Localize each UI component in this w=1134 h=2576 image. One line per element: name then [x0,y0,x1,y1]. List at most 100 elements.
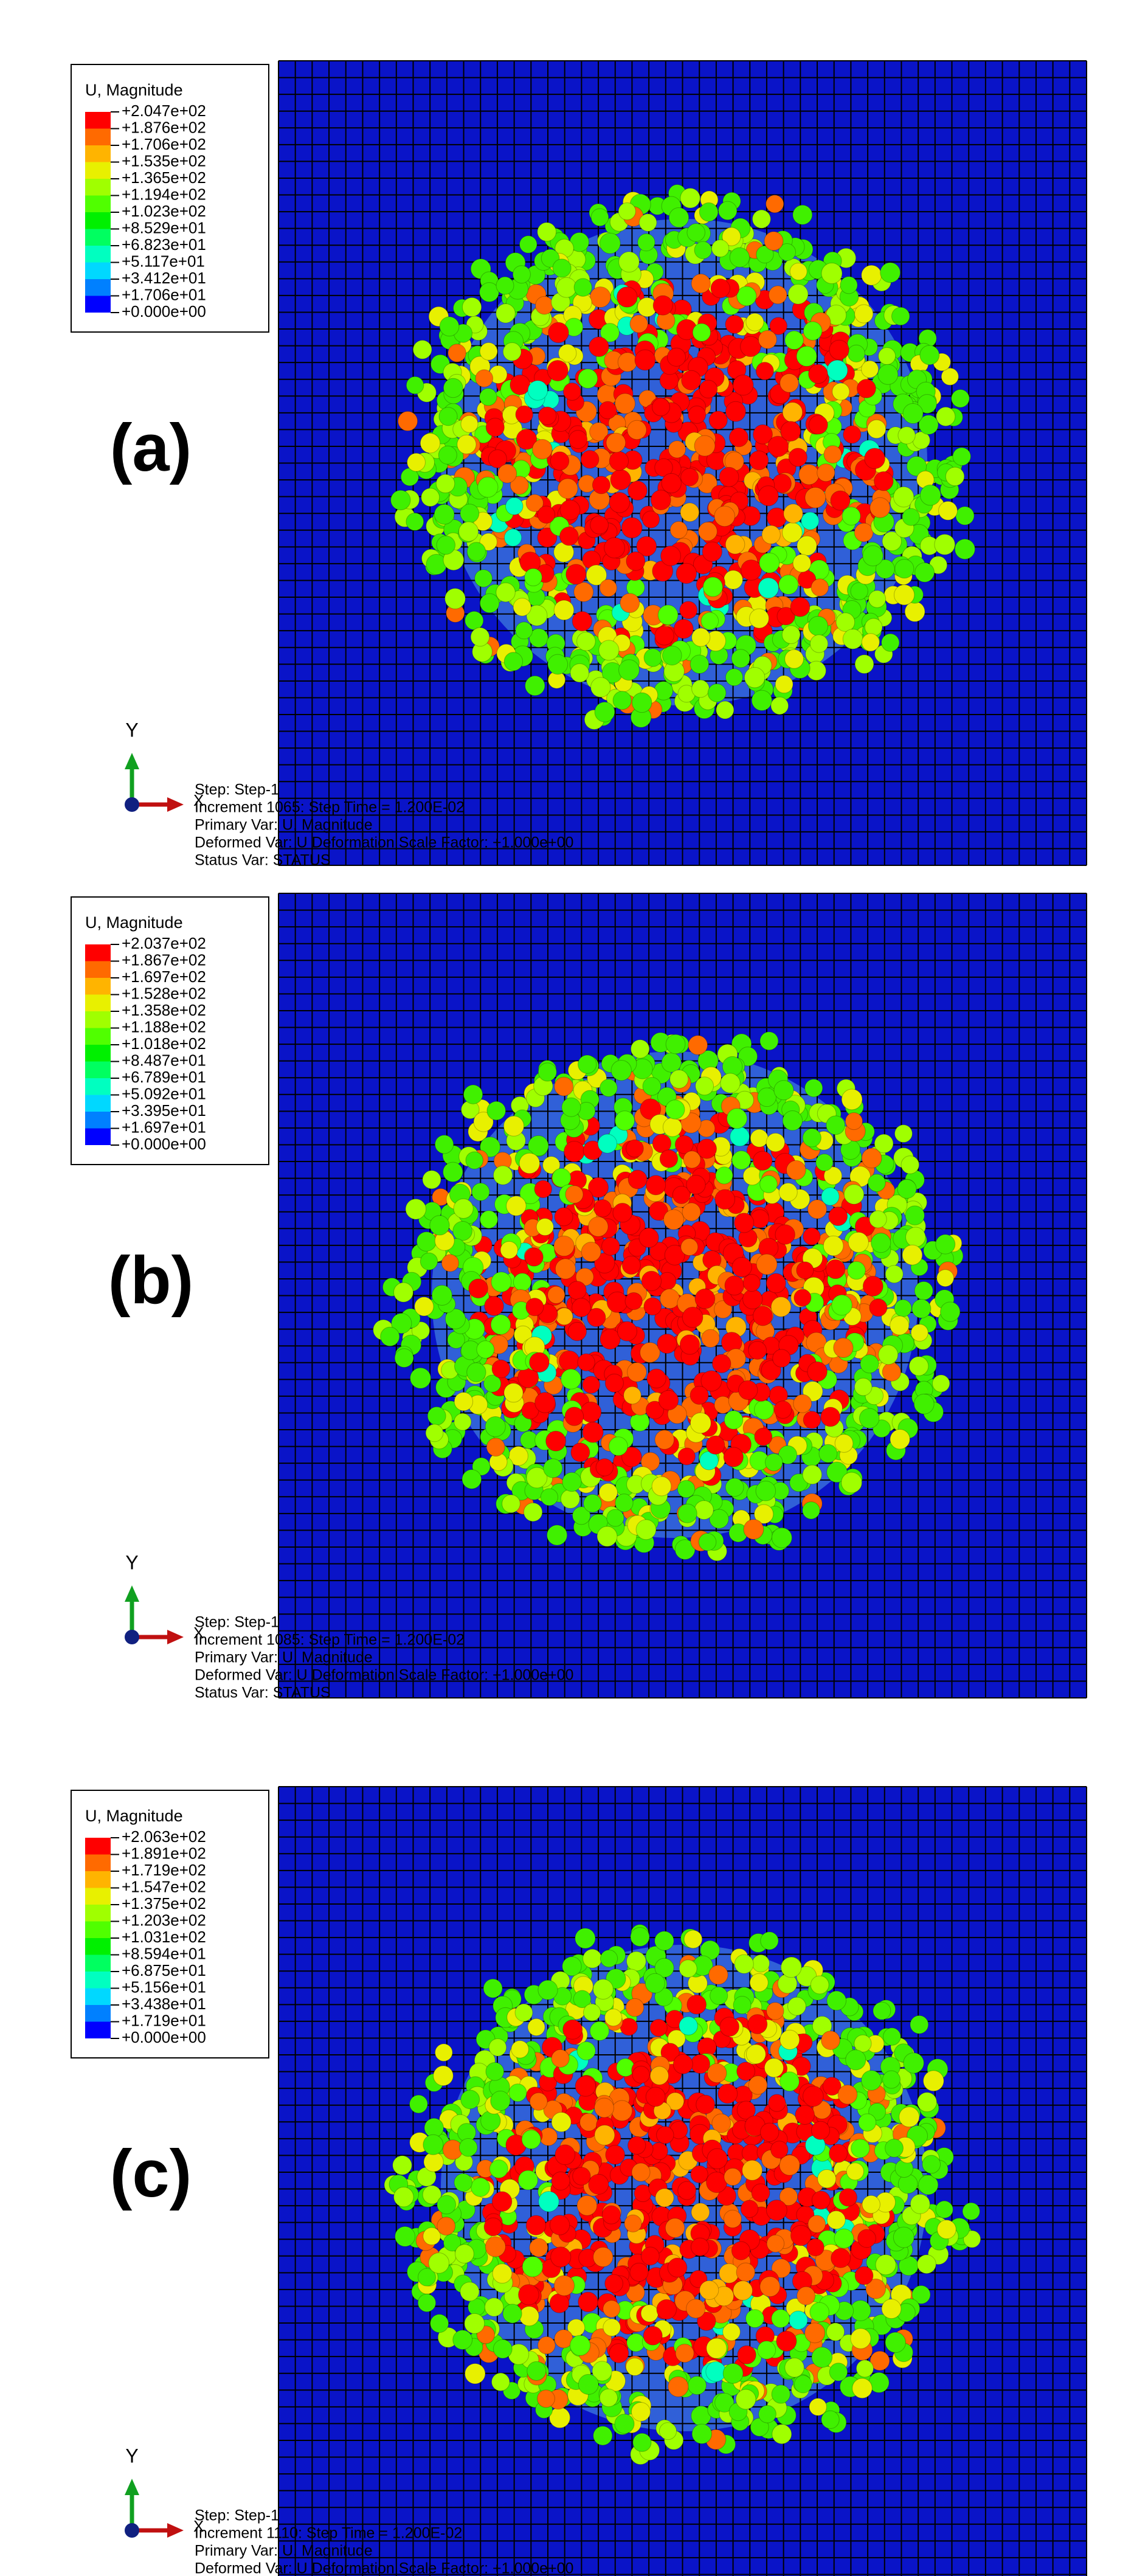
particle [588,1177,609,1198]
particle [525,1298,544,1317]
particle [841,1472,862,1494]
particle [725,668,744,687]
particle [646,1175,666,1196]
info-line: Step: Step-1 [195,2507,279,2524]
legend-value: +1.719e+02 [122,1861,206,1879]
particle [733,1996,752,2015]
particle [764,231,784,251]
particle [759,1031,779,1051]
particle [525,494,544,512]
particle [807,2215,826,2234]
particle [465,2363,486,2384]
particle [513,1273,532,1292]
particle [453,1198,474,1219]
particle [869,1298,888,1317]
particle [538,406,557,425]
particle [503,652,524,671]
particle [936,406,956,427]
particle [527,2361,547,2381]
particle [547,360,569,381]
particle [669,1069,689,1089]
particle [784,649,804,669]
particle [454,1391,474,1411]
particle [496,582,516,603]
particle [549,2215,570,2235]
particle [759,2122,780,2142]
particle [914,1281,933,1301]
particle [503,528,522,547]
particle [576,631,596,651]
particle [809,2302,829,2322]
legend-band [85,2021,111,2038]
legend-value: +5.156e+01 [122,1978,206,1996]
particle [701,1329,720,1348]
particle [480,2110,501,2131]
triad-y-label: Y [125,2445,138,2467]
particle [474,569,493,588]
particle [766,195,784,213]
particle [628,1169,648,1189]
particle [817,2169,837,2189]
particle [553,2275,575,2296]
legend-value: +1.375e+02 [122,1894,206,1913]
particle [843,425,862,444]
particle [679,1334,700,1355]
particle [745,313,764,331]
particle [738,1047,758,1067]
particle [407,452,426,472]
particle [699,202,719,222]
particle [910,2015,929,2034]
particle [560,1489,580,1509]
particle [598,640,620,661]
particle [491,2191,513,2212]
particle [780,2029,800,2050]
particle [528,1135,549,1157]
particle [427,1406,446,1425]
legend-value: +1.697e+01 [122,1118,206,1136]
particle [600,323,620,342]
particle [910,1323,928,1342]
particle [724,1410,744,1430]
particle [623,1386,641,1405]
particle [867,1174,886,1193]
particle [724,1275,745,1296]
particle [786,1160,806,1180]
particle [628,480,648,500]
particle [861,1148,882,1169]
particle [719,466,739,487]
legend-value: +6.789e+01 [122,1068,206,1086]
particle [756,1253,778,1275]
legend-value: +1.891e+02 [122,1844,206,1862]
particle [732,374,754,396]
particle [838,2188,857,2207]
particle [725,314,744,334]
particle [458,2138,478,2157]
particle [606,432,626,453]
particle [406,376,424,395]
particle [654,626,674,646]
particle [690,2237,710,2257]
particle [723,1447,744,1467]
particle [705,1435,725,1455]
particle [525,2215,547,2235]
particle [767,435,789,457]
particle [753,1504,774,1524]
particle [490,2090,511,2111]
particle [496,276,514,295]
particle [677,1447,696,1466]
particle [502,1494,520,1514]
particle [778,1445,798,1465]
legend-value: +1.194e+02 [122,185,206,203]
legend-value: +3.395e+01 [122,1101,206,1120]
particle [661,1052,682,1073]
particle [565,564,587,585]
particle [789,262,807,281]
particle [649,1201,668,1221]
particle [881,633,900,652]
particle [651,1476,672,1497]
particle [936,2220,956,2239]
particle [537,505,556,524]
particle [834,2228,854,2249]
particle [758,485,779,507]
particle [690,2165,708,2184]
